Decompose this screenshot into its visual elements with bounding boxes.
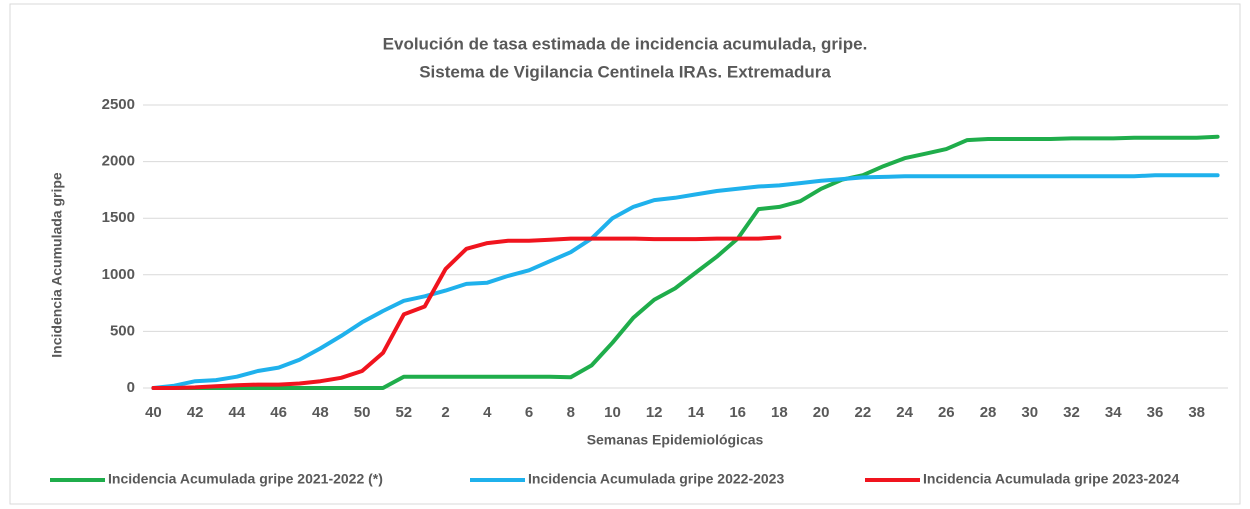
x-tick-label: 4	[483, 404, 492, 421]
x-tick-label: 30	[1021, 404, 1038, 421]
x-tick-label: 20	[813, 404, 830, 421]
y-tick-label: 0	[127, 379, 135, 396]
series-line	[151, 134, 1220, 390]
x-tick-label: 46	[270, 404, 287, 421]
x-tick-label: 34	[1105, 404, 1122, 421]
legend-label: Incidencia Acumulada gripe 2022-2023	[528, 471, 784, 487]
chart-title: Evolución de tasa estimada de incidencia…	[383, 34, 868, 53]
x-tick-label: 28	[980, 404, 997, 421]
x-tick-label: 18	[771, 404, 788, 421]
x-tick-label: 52	[395, 404, 412, 421]
x-tick-label: 26	[938, 404, 955, 421]
y-tick-label: 1000	[102, 266, 135, 283]
y-axis-label: Incidencia Acumulada gripe	[49, 172, 65, 358]
x-tick-label: 2	[441, 404, 449, 421]
x-tick-label: 16	[729, 404, 746, 421]
x-tick-label: 42	[187, 404, 204, 421]
x-tick-label: 10	[604, 404, 621, 421]
x-tick-label: 36	[1147, 404, 1164, 421]
x-tick-label: 24	[896, 404, 913, 421]
y-tick-label: 2000	[102, 153, 135, 170]
series-line	[151, 173, 1220, 390]
y-tick-label: 2500	[102, 96, 135, 113]
x-tick-label: 40	[145, 404, 162, 421]
x-axis-label: Semanas Epidemiológicas	[587, 432, 764, 448]
x-tick-label: 50	[354, 404, 371, 421]
x-tick-label: 12	[646, 404, 663, 421]
legend-label: Incidencia Acumulada gripe 2023-2024	[923, 471, 1179, 487]
x-tick-label: 38	[1188, 404, 1205, 421]
x-tick-label: 8	[567, 404, 575, 421]
y-tick-label: 500	[110, 322, 135, 339]
x-tick-label: 6	[525, 404, 533, 421]
x-tick-label: 32	[1063, 404, 1080, 421]
legend-label: Incidencia Acumulada gripe 2021-2022 (*)	[108, 471, 383, 487]
chart-subtitle: Sistema de Vigilancia Centinela IRAs. Ex…	[419, 62, 831, 81]
x-tick-label: 44	[229, 404, 246, 421]
chart-frame	[9, 3, 1241, 505]
series-line	[151, 235, 782, 390]
x-tick-label: 14	[688, 404, 705, 421]
y-tick-label: 1500	[102, 209, 135, 226]
x-tick-label: 22	[855, 404, 872, 421]
x-tick-label: 48	[312, 404, 329, 421]
